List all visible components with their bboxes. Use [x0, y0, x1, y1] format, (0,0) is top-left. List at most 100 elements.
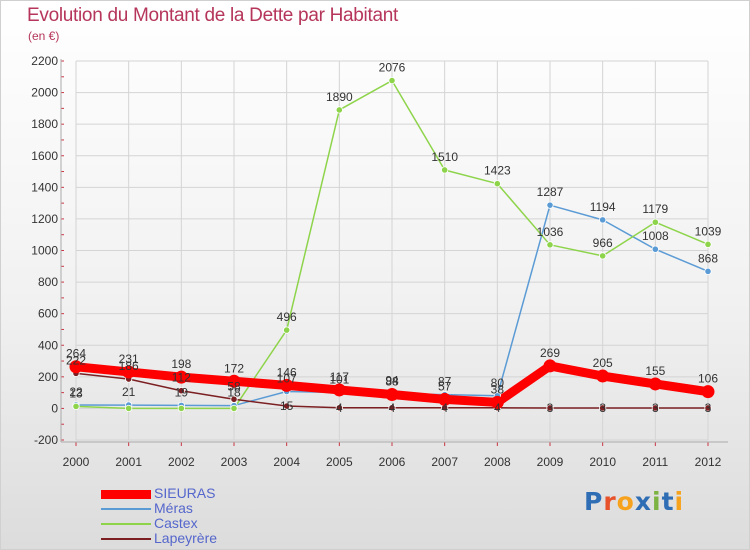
- data-label: 3: [652, 401, 659, 415]
- x-tick-label: 2008: [484, 455, 511, 469]
- data-label: 1890: [326, 90, 353, 104]
- proxiti-logo: Proxiti: [584, 487, 685, 516]
- data-label: 19: [175, 385, 189, 399]
- data-label: 1287: [537, 185, 564, 199]
- data-point: [280, 378, 294, 392]
- legend-swatch: [101, 489, 151, 499]
- data-point: [651, 404, 659, 412]
- points-layer: [69, 76, 715, 413]
- y-tick-label: 800: [38, 275, 58, 289]
- x-tick-label: 2005: [326, 455, 353, 469]
- data-label: 57: [438, 379, 452, 393]
- data-point: [177, 387, 185, 395]
- data-label: 58: [227, 379, 241, 393]
- data-point: [335, 106, 343, 114]
- data-label: 146: [277, 365, 297, 379]
- data-label: 101: [329, 372, 349, 386]
- legend-swatch: [101, 508, 151, 510]
- data-label: 1423: [484, 164, 511, 178]
- data-label: 3: [705, 401, 712, 415]
- data-point: [651, 245, 659, 253]
- data-label: 107: [277, 372, 297, 386]
- data-label: 868: [698, 251, 718, 265]
- x-tick-label: 2009: [537, 455, 564, 469]
- data-label: 15: [280, 399, 294, 413]
- x-tick-label: 2003: [221, 455, 248, 469]
- data-point: [69, 360, 83, 374]
- data-point: [335, 404, 343, 412]
- legend: SIEURAS Méras Castex Lapeyrère: [101, 485, 301, 546]
- data-point: [122, 365, 136, 379]
- data-label: 1510: [431, 150, 458, 164]
- y-tick-label: 1600: [31, 149, 58, 163]
- y-tick-label: 1200: [31, 212, 58, 226]
- x-tick-label: 2006: [379, 455, 406, 469]
- legend-swatch: [101, 538, 151, 540]
- y-tick-label: 2200: [31, 54, 58, 68]
- data-point: [388, 76, 396, 85]
- x-tick-label: 2004: [273, 455, 300, 469]
- y-tick-label: 1800: [31, 117, 58, 131]
- x-tick-label: 2012: [695, 455, 722, 469]
- data-label: 155: [645, 364, 665, 378]
- data-point: [546, 404, 554, 412]
- data-label: 80: [491, 376, 505, 390]
- data-point: [283, 326, 291, 334]
- y-tick-label: 600: [38, 307, 58, 321]
- data-point: [283, 402, 291, 410]
- data-label: 264: [66, 347, 86, 361]
- data-point: [704, 240, 712, 248]
- legend-label: SIEURAS: [154, 485, 216, 501]
- data-label: 13: [69, 386, 83, 400]
- y-tick-label: 0: [51, 401, 58, 415]
- data-point: [177, 404, 185, 413]
- x-tick-label: 2002: [168, 455, 195, 469]
- data-point: [438, 392, 452, 406]
- axes: -200 0 200 400 600 800 1000 1200 1400 1600 1800 200…: [31, 54, 728, 469]
- data-label: 231: [119, 352, 139, 366]
- data-label: 205: [593, 356, 613, 370]
- x-tick-label: 2000: [63, 455, 90, 469]
- data-point: [227, 374, 241, 388]
- data-point: [599, 252, 607, 260]
- data-point: [546, 201, 554, 209]
- data-label: 112: [172, 371, 191, 385]
- data-label: 4: [336, 401, 343, 415]
- data-label: 4: [389, 401, 396, 415]
- legend-label: Castex: [154, 515, 198, 531]
- legend-swatch: [101, 523, 151, 525]
- data-point: [174, 370, 188, 384]
- data-label: 3: [547, 401, 554, 415]
- data-point: [388, 404, 396, 412]
- y-tick-label: -200: [34, 433, 58, 447]
- data-point: [701, 385, 715, 399]
- data-point: [230, 395, 238, 403]
- data-point: [704, 267, 712, 275]
- data-point: [596, 369, 610, 383]
- data-label: 496: [277, 310, 297, 324]
- y-tick-label: 1400: [31, 180, 58, 194]
- y-tick-label: 400: [38, 338, 58, 352]
- legend-item-sieuras: SIEURAS: [101, 485, 301, 501]
- data-label: 1036: [537, 225, 564, 239]
- legend-item-méras: Méras: [101, 500, 301, 516]
- data-point: [230, 404, 238, 413]
- y-tick-label: 1000: [31, 244, 58, 258]
- data-point: [125, 404, 133, 413]
- data-label: 18: [227, 386, 241, 400]
- data-label: 4: [441, 401, 448, 415]
- data-label: 198: [171, 357, 191, 371]
- data-point: [546, 241, 554, 249]
- data-point: [543, 359, 557, 373]
- data-label: 2076: [379, 61, 406, 75]
- chart-title: Evolution du Montant de la Dette par Hab…: [27, 5, 398, 26]
- data-label: 1039: [695, 224, 722, 238]
- data-label: 222: [66, 353, 86, 367]
- x-tick-label: 2001: [115, 455, 142, 469]
- data-point: [72, 402, 80, 410]
- x-tick-label: 2011: [642, 455, 668, 469]
- legend-label: Lapeyrère: [154, 530, 218, 546]
